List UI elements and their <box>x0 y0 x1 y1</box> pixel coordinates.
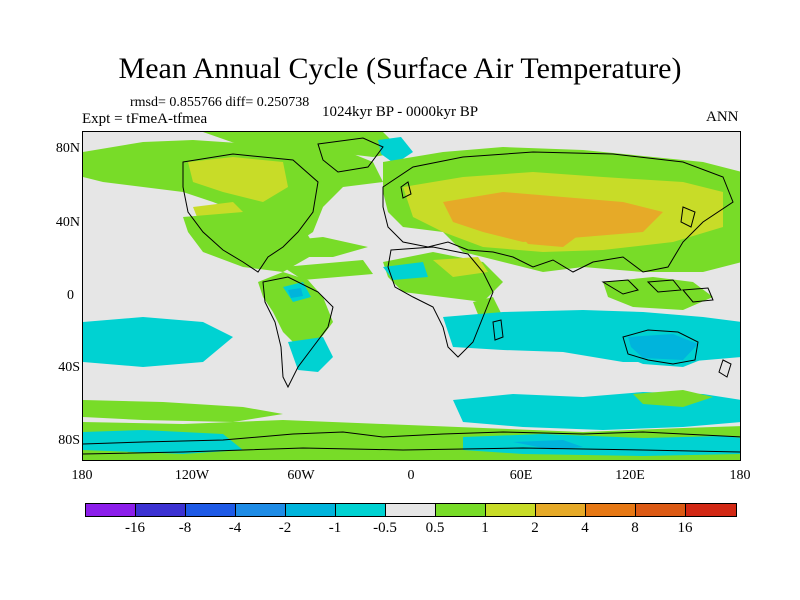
indonesia-green <box>603 277 713 310</box>
lon-label-0: 0 <box>407 468 415 483</box>
temperature-map <box>82 131 741 461</box>
coast-indonesia <box>601 279 714 303</box>
experiment-label: Expt = tFmeA-tfmea <box>82 111 208 127</box>
lon-label-60e: 60E <box>509 468 533 483</box>
coast-greenland <box>317 137 384 173</box>
lat-label-40n: 40N <box>55 215 80 230</box>
lat-label-80n: 80N <box>55 141 80 156</box>
colorbar-swatch <box>386 504 436 516</box>
coastlines <box>83 137 740 455</box>
colorbar-label: 0.5 <box>425 520 445 536</box>
colorbar-label: -16 <box>125 520 145 536</box>
southern-ocean-green <box>633 390 713 407</box>
lon-label-120w: 120W <box>174 468 210 483</box>
colorbar-label: -2 <box>278 520 292 536</box>
pacific-cyan-north <box>83 317 233 367</box>
lon-label-120e: 120E <box>615 468 645 483</box>
eurasia-orange <box>443 192 663 242</box>
arctic-top <box>203 132 403 157</box>
colorbar-swatch <box>286 504 336 516</box>
coast-antarctica-inner <box>83 447 740 455</box>
colorbar-swatch <box>336 504 386 516</box>
antarctica-cyan-east <box>463 434 740 456</box>
colorbar-swatch <box>136 504 186 516</box>
colorbar-label: 16 <box>677 520 693 536</box>
west-africa-cyan <box>383 262 428 280</box>
amazon-blue <box>288 288 303 298</box>
colorbar-label: -0.5 <box>373 520 397 536</box>
central-asia-orange <box>513 222 583 247</box>
atlantic-green-strip <box>273 237 368 257</box>
colorbar-label: 8 <box>631 520 639 536</box>
greenland-cool <box>378 137 413 164</box>
colorbar-swatch <box>586 504 636 516</box>
coast-new-zealand <box>718 359 732 378</box>
south-america-south-cyan <box>288 337 333 372</box>
lat-label-40s: 40S <box>58 360 80 375</box>
period-label: 1024kyr BP - 0000kyr BP <box>322 104 479 120</box>
colorbar-swatch <box>436 504 486 516</box>
colorbar-swatch <box>636 504 686 516</box>
coast-eurasia <box>382 151 734 273</box>
map-canvas <box>83 132 740 460</box>
colorbar-label: 2 <box>531 520 539 536</box>
coast-south-america <box>262 276 334 389</box>
colorbar-label: 4 <box>581 520 589 536</box>
south-america-green <box>258 272 333 347</box>
coast-australia <box>622 329 699 365</box>
coast-japan <box>680 206 696 228</box>
lat-label-0: 0 <box>67 288 74 303</box>
colorbar-label: -4 <box>228 520 242 536</box>
coast-north-america <box>182 153 319 273</box>
colorbar-label: -1 <box>328 520 342 536</box>
coast-madagascar <box>492 319 504 341</box>
coast-africa <box>387 246 494 358</box>
colorbar-swatch <box>186 504 236 516</box>
season-label: ANN <box>706 109 739 125</box>
south-pacific-green <box>83 400 283 422</box>
australia-blue <box>628 334 698 360</box>
colorbar-swatch <box>486 504 536 516</box>
lon-label-180e: 180 <box>729 468 751 483</box>
lat-label-80s: 80S <box>58 433 80 448</box>
colorbar-swatch <box>236 504 286 516</box>
north-america-yellow <box>188 157 288 202</box>
mid-atlantic-strip <box>283 260 373 280</box>
colorbar-label: 1 <box>481 520 489 536</box>
colorbar-swatch <box>686 504 736 516</box>
lon-label-180w: 180 <box>71 468 93 483</box>
map-title: Mean Annual Cycle (Surface Air Temperatu… <box>118 52 682 85</box>
stats-text: rmsd= 0.855766 diff= 0.250738 <box>130 95 310 110</box>
colorbar-label: -8 <box>178 520 192 536</box>
colorbar <box>85 503 737 517</box>
coast-uk <box>400 181 412 199</box>
colorbar-swatch <box>86 504 136 516</box>
lon-label-60w: 60W <box>287 468 315 483</box>
coast-antarctica <box>83 431 740 445</box>
colorbar-swatch <box>536 504 586 516</box>
antarctica-blue <box>513 440 583 450</box>
